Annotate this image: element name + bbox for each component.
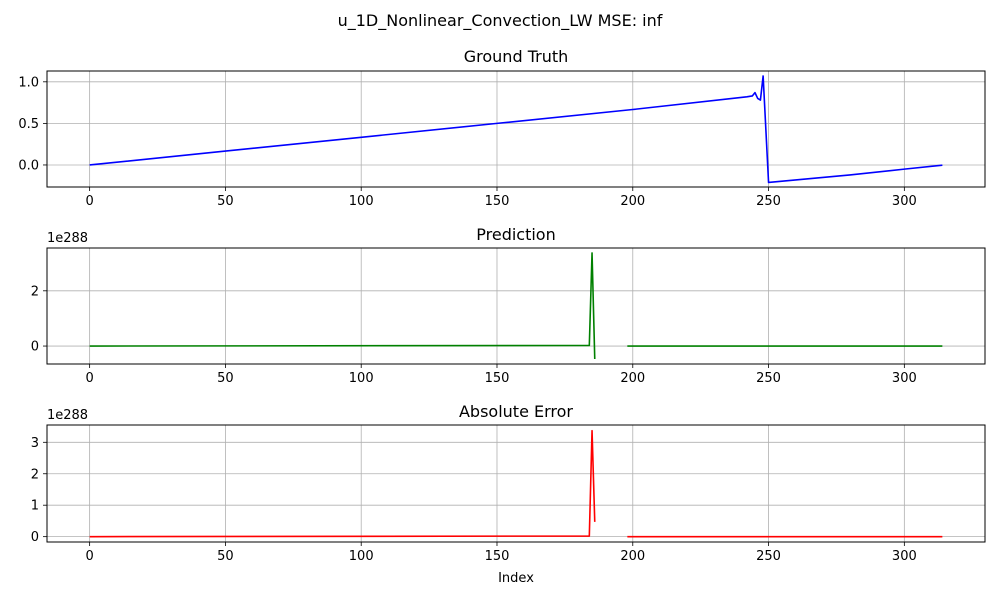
prediction-y-tick-label: 2 xyxy=(31,284,39,299)
absolute-error-x-tick-label: 150 xyxy=(485,549,510,564)
x-axis-label: Index xyxy=(498,571,534,586)
prediction-x-tick-label: 100 xyxy=(349,371,374,386)
ground-truth-x-tick-label: 200 xyxy=(620,194,645,209)
absolute-error-y-tick-label: 3 xyxy=(31,436,39,451)
ground-truth-y-tick-label: 1.0 xyxy=(18,75,39,90)
ground-truth-x-tick-label: 50 xyxy=(217,194,234,209)
absolute-error-y-tick-label: 0 xyxy=(31,530,39,545)
prediction-x-tick-label: 250 xyxy=(756,371,781,386)
absolute-error-series xyxy=(89,429,943,538)
absolute-error-x-tick-label: 200 xyxy=(620,549,645,564)
absolute-error-line-segment-1 xyxy=(89,429,596,538)
ground-truth-x-tick-label: 100 xyxy=(349,194,374,209)
absolute-error-panel: Absolute Error 1e288 0 50 100 150 200 250 3000… xyxy=(31,402,986,564)
ground-truth-panel: Ground Truth 0 50 100 150 200 250 300 0.0 0.5 1.0 xyxy=(18,47,986,209)
prediction-title: Prediction xyxy=(476,225,555,244)
absolute-error-x-tick-label: 250 xyxy=(756,549,781,564)
absolute-error-y-tick-label: 1 xyxy=(31,499,39,514)
ground-truth-series xyxy=(89,75,943,184)
ground-truth-x-tick-label: 0 xyxy=(85,194,93,209)
ground-truth-line-segment-1 xyxy=(89,75,943,184)
prediction-series xyxy=(89,252,943,360)
ground-truth-x-tick-label: 250 xyxy=(756,194,781,209)
absolute-error-x-tick-label: 300 xyxy=(892,549,917,564)
prediction-ticks: 0 50 100 150 200 250 300 0 2 xyxy=(31,284,917,386)
ground-truth-x-tick-label: 300 xyxy=(892,194,917,209)
prediction-y-tick-label: 0 xyxy=(31,340,39,355)
absolute-error-title: Absolute Error xyxy=(459,402,573,421)
prediction-offset-label: 1e288 xyxy=(47,231,88,246)
absolute-error-x-tick-label: 0 xyxy=(85,549,93,564)
ground-truth-x-tick-label: 150 xyxy=(485,194,510,209)
prediction-x-tick-label: 200 xyxy=(620,371,645,386)
ground-truth-axes-frame xyxy=(46,70,986,188)
ground-truth-ticks: 0 50 100 150 200 250 300 0.0 0.5 1.0 xyxy=(18,75,916,209)
absolute-error-axes-frame xyxy=(46,424,986,543)
prediction-x-tick-label: 150 xyxy=(485,371,510,386)
prediction-x-tick-label: 0 xyxy=(85,371,93,386)
absolute-error-y-tick-label: 2 xyxy=(31,467,39,482)
ground-truth-title: Ground Truth xyxy=(464,47,569,66)
figure-suptitle: u_1D_Nonlinear_Convection_LW MSE: inf xyxy=(338,11,663,31)
ground-truth-grid xyxy=(47,71,985,187)
absolute-error-x-tick-label: 100 xyxy=(349,549,374,564)
prediction-panel: Prediction 1e288 0 50 100 150 200 250 300 0 2 xyxy=(31,225,986,386)
prediction-axes-frame xyxy=(46,247,986,365)
prediction-x-tick-label: 50 xyxy=(217,371,234,386)
absolute-error-ticks: 0 50 100 150 200 250 300 0 1 2 3 xyxy=(31,436,917,564)
ground-truth-y-tick-label: 0.0 xyxy=(18,158,39,173)
ground-truth-y-tick-label: 0.5 xyxy=(18,117,39,132)
prediction-line-segment-1 xyxy=(89,252,596,360)
absolute-error-offset-label: 1e288 xyxy=(47,408,88,423)
absolute-error-x-tick-label: 50 xyxy=(217,549,234,564)
prediction-x-tick-label: 300 xyxy=(892,371,917,386)
